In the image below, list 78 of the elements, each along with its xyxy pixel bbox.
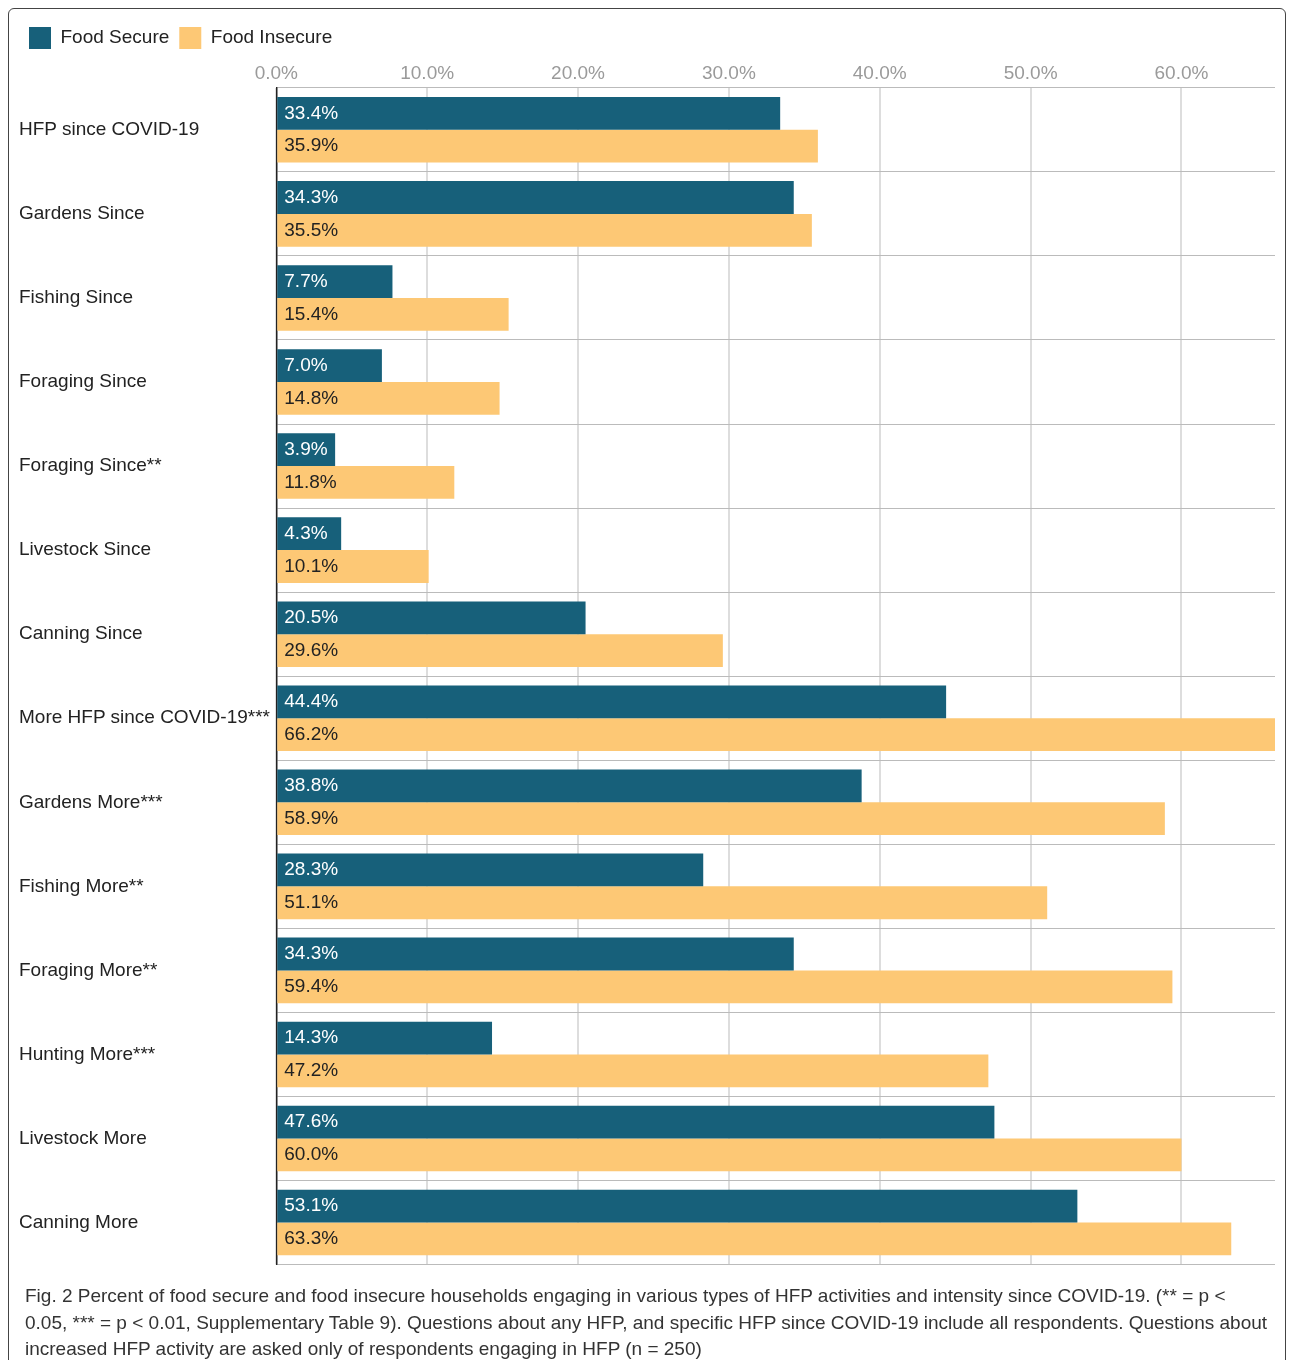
bar [277,769,862,803]
bar [277,937,794,971]
x-tick-label: 60.0% [1154,61,1209,83]
bar [277,1138,1182,1172]
bar [277,601,586,635]
data-label: 34.3% [284,942,339,964]
y-tick-label: Foraging Since [19,370,147,392]
legend-label: Food Secure [60,26,170,48]
y-tick-label: Hunting More*** [19,1042,156,1064]
data-label: 28.3% [284,858,339,880]
x-tick-label: 40.0% [852,61,907,83]
bar [277,349,382,382]
bar [277,718,1275,752]
bar [277,265,393,298]
data-label: 33.4% [284,101,339,123]
data-label: 7.7% [284,269,328,291]
data-label: 59.4% [284,975,339,997]
bar [277,97,781,130]
data-label: 11.8% [284,470,337,492]
data-label: 38.8% [284,774,339,796]
data-label: 58.9% [284,806,339,828]
bar [277,129,818,163]
data-label: 51.1% [284,890,339,912]
x-tick-label: 20.0% [551,61,606,83]
legend-label: Food Insecure [210,26,333,48]
y-tick-label: Livestock More [19,1126,147,1148]
y-tick-label: Foraging Since** [19,454,163,476]
y-tick-label: Livestock Since [19,538,152,560]
x-tick-label: 30.0% [701,61,756,83]
data-label: 35.5% [284,218,339,240]
data-label: 53.1% [284,1194,339,1216]
bar [277,550,429,583]
bar [277,181,794,214]
data-label: 20.5% [284,606,339,628]
y-tick-label: Gardens More*** [19,790,164,812]
bar [277,634,723,667]
bar [277,297,509,331]
bar [277,382,500,415]
data-label: 47.2% [284,1059,339,1081]
data-label: 7.0% [284,353,328,375]
y-tick-label: Gardens Since [19,202,145,224]
y-tick-label: Foraging More** [19,958,158,980]
bar [277,970,1173,1004]
caption: Fig. 2 Percent of food secure and food insecure households engaging in various types of HFP activities and intensity since COVID-19. (** = p < 0.05, *** = p < 0.01, Supplementary Table 9). Questions about any HFP, and specific HFP since COVID-19 include all respondents. Questions about increased HFP activity are asked only of respondents engaging in HFP (n = 250) [24,1284,1269,1360]
x-tick-label: 50.0% [1003,61,1058,83]
x-tick-label: 0.0% [254,61,299,83]
x-tick-label: 10.0% [400,61,455,83]
data-label: 66.2% [284,722,339,744]
bar [277,802,1165,836]
bar [277,1021,493,1055]
data-label: 47.6% [284,1110,339,1132]
y-tick-label: HFP since COVID-19 [19,118,200,140]
bar [277,853,704,887]
data-label: 44.4% [284,690,339,712]
bar [277,1054,989,1088]
bar [277,685,947,719]
data-label: 10.1% [284,554,339,576]
bar [277,886,1048,920]
bar [277,1189,1078,1223]
data-label: 35.9% [284,134,339,156]
data-label: 15.4% [284,302,339,324]
data-label: 29.6% [284,638,339,660]
bar [277,466,455,499]
data-label: 14.3% [284,1026,339,1048]
y-tick-label: Fishing More** [19,874,145,896]
data-label: 4.3% [284,521,328,543]
bar [277,1222,1232,1256]
data-label: 3.9% [284,437,328,459]
bar [277,213,812,247]
y-tick-label: Fishing Since [19,286,134,308]
data-label: 14.8% [284,386,339,408]
y-tick-label: Canning More [19,1210,139,1232]
y-tick-label: More HFP since COVID-19*** [19,706,271,728]
data-label: 60.0% [284,1143,339,1165]
data-label: 63.3% [284,1227,339,1249]
data-label: 34.3% [284,185,339,207]
bar [277,1105,995,1139]
y-tick-label: Canning Since [19,622,143,644]
